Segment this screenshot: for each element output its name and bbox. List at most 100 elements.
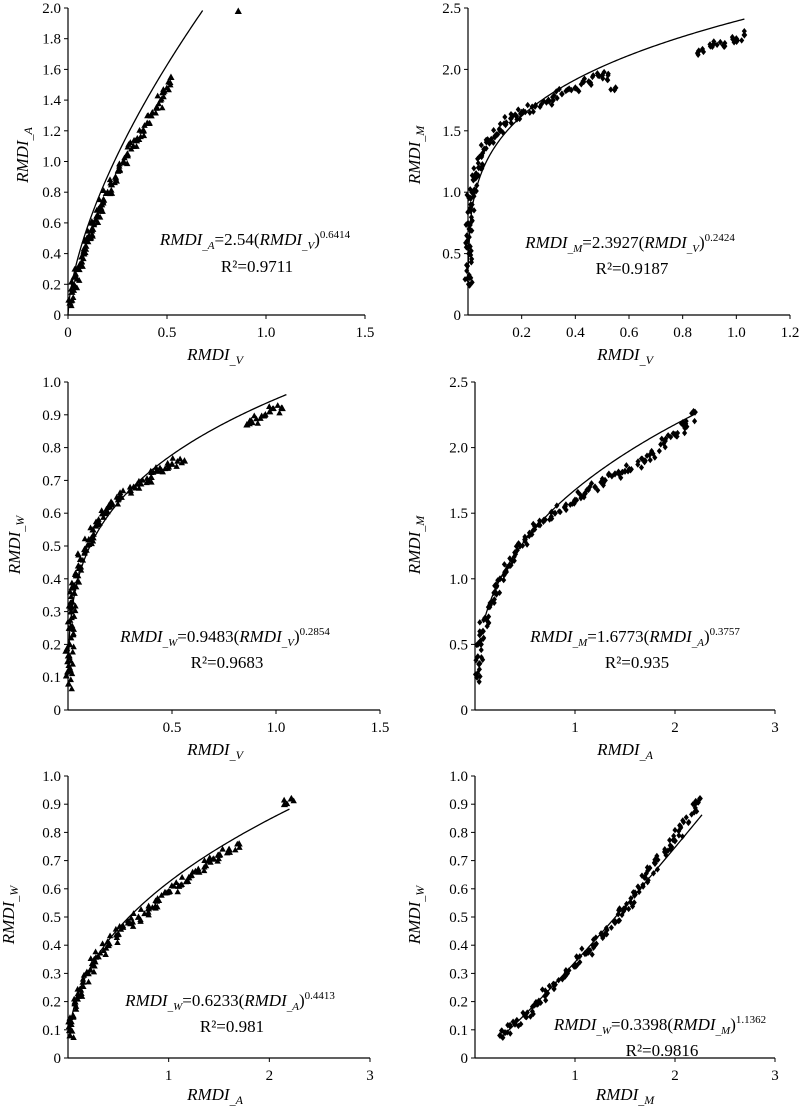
- data-point-diamond: [580, 493, 586, 500]
- data-point-diamond: [502, 113, 508, 121]
- y-tick-label: 0.2: [449, 995, 468, 1011]
- x-tick-label: 1.5: [356, 325, 375, 341]
- data-point-diamond: [636, 885, 642, 892]
- data-point-triangle: [144, 904, 153, 912]
- data-point-diamond: [551, 985, 557, 993]
- data-point-diamond: [692, 417, 698, 425]
- data-point-triangle: [81, 545, 89, 553]
- y-tick-label: 0.2: [42, 995, 61, 1011]
- data-point-diamond: [692, 804, 698, 812]
- data-point-triangle: [86, 234, 94, 242]
- data-point-diamond: [631, 899, 637, 906]
- y-tick-label: 0.8: [449, 825, 468, 841]
- data-point-triangle: [135, 484, 143, 491]
- y-tick-label: 0.5: [442, 247, 461, 263]
- x-axis-label: RMDI_A: [186, 1085, 243, 1107]
- y-tick-label: 0.7: [42, 854, 61, 870]
- data-point-diamond: [672, 430, 678, 439]
- data-point-triangle: [133, 134, 141, 142]
- data-point-diamond: [513, 112, 520, 120]
- data-point-diamond: [508, 110, 514, 118]
- data-point-diamond: [574, 953, 580, 960]
- data-point-diamond: [588, 480, 595, 487]
- data-point-diamond: [639, 455, 645, 462]
- data-point-diamond: [602, 930, 608, 938]
- data-point-diamond: [481, 145, 487, 153]
- data-point-triangle: [67, 608, 75, 615]
- data-point-diamond: [545, 96, 552, 104]
- data-point-diamond: [676, 832, 682, 839]
- data-point-diamond: [672, 837, 678, 845]
- data-point-diamond: [522, 1012, 528, 1020]
- r-squared-label: R²=0.9187: [596, 259, 669, 278]
- data-point-triangle: [72, 607, 79, 614]
- data-point-diamond: [478, 654, 484, 661]
- data-point-triangle: [266, 403, 273, 409]
- y-tick-label: 0.4: [42, 572, 61, 588]
- data-point-diamond: [542, 992, 548, 1000]
- y-axis-label: RMDI_W: [405, 885, 427, 945]
- y-axis-label: RMDI_W: [0, 885, 21, 945]
- data-point-diamond: [695, 47, 702, 55]
- data-point-triangle: [219, 845, 226, 852]
- data-point-diamond: [488, 135, 494, 143]
- data-point-diamond: [473, 170, 479, 178]
- data-point-diamond: [551, 92, 557, 99]
- data-point-diamond: [655, 856, 661, 864]
- regression-equation: RMDI_A=2.54(RMDI_V)0.6414: [159, 229, 351, 252]
- data-point-diamond: [525, 101, 531, 109]
- data-point-triangle: [76, 277, 83, 283]
- data-point-triangle: [161, 465, 169, 472]
- data-point-diamond: [552, 509, 558, 517]
- data-point-diamond: [476, 678, 482, 685]
- data-point-diamond: [647, 864, 653, 872]
- data-point-triangle: [70, 294, 77, 300]
- data-point-triangle: [76, 260, 84, 268]
- data-point-diamond: [491, 127, 497, 134]
- data-point-diamond: [695, 799, 701, 806]
- data-point-diamond: [475, 159, 481, 167]
- data-point-diamond: [650, 450, 656, 457]
- data-point-triangle: [173, 879, 180, 886]
- r-squared-label: R²=0.9711: [221, 257, 293, 276]
- y-tick-label: 0.2: [42, 637, 61, 653]
- data-point-diamond: [593, 934, 599, 941]
- data-point-triangle: [72, 273, 80, 280]
- x-tick-label: 2: [266, 1068, 274, 1084]
- data-point-diamond: [553, 88, 559, 95]
- data-point-diamond: [478, 646, 484, 654]
- data-point-diamond: [497, 120, 503, 128]
- data-point-triangle: [225, 845, 233, 853]
- data-point-triangle: [167, 73, 175, 80]
- data-point-triangle: [72, 602, 79, 609]
- y-tick-label: 0.8: [42, 185, 61, 201]
- data-point-diamond: [649, 447, 655, 455]
- data-point-diamond: [492, 588, 498, 596]
- data-point-diamond: [556, 508, 562, 515]
- data-point-diamond: [499, 1033, 505, 1041]
- data-point-triangle: [152, 902, 159, 909]
- data-point-triangle: [167, 81, 174, 88]
- data-point-triangle: [262, 411, 269, 417]
- data-point-diamond: [733, 35, 740, 43]
- data-point-diamond: [662, 437, 668, 445]
- data-point-diamond: [741, 27, 747, 35]
- data-point-diamond: [652, 859, 658, 868]
- y-tick-label: 0.1: [42, 670, 61, 686]
- y-tick-label: 0.3: [449, 966, 468, 982]
- regression-equation: RMDI_W=0.3398(RMDI_M)1.1362: [553, 1014, 766, 1037]
- data-point-triangle: [129, 142, 137, 150]
- x-axis-label: RMDI_M: [595, 1085, 655, 1107]
- data-point-triangle: [74, 550, 82, 557]
- data-point-diamond: [530, 1010, 536, 1018]
- data-point-triangle: [155, 896, 163, 903]
- data-point-triangle: [69, 631, 77, 637]
- data-point-diamond: [622, 467, 628, 475]
- x-tick-label: 3: [771, 720, 779, 736]
- x-tick-label: 0.4: [566, 325, 585, 341]
- y-tick-label: 0: [461, 1051, 469, 1067]
- data-point-triangle: [276, 409, 283, 416]
- data-point-diamond: [676, 827, 682, 835]
- data-point-diamond: [563, 506, 569, 514]
- data-point-diamond: [563, 967, 569, 974]
